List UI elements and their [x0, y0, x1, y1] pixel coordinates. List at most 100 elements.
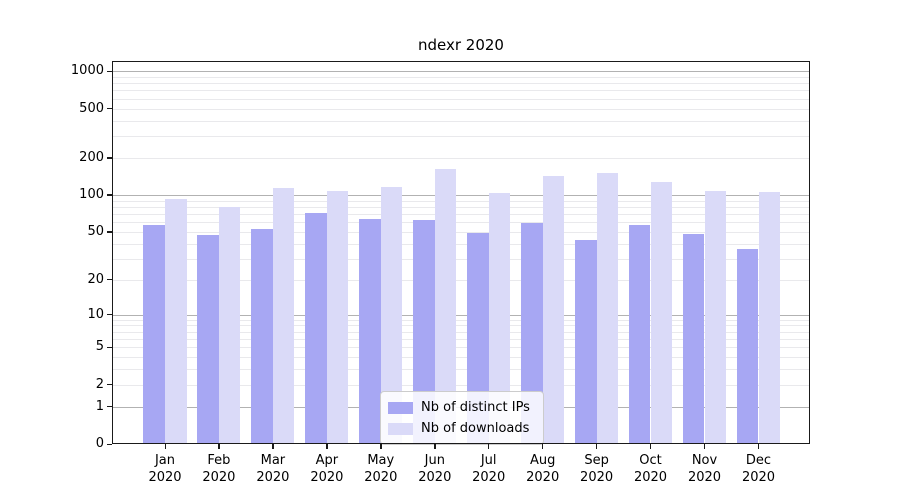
bar-downloads-oct: [650, 182, 673, 444]
x-tick-mark: [164, 444, 166, 449]
x-tick-label: Sep 2020: [580, 453, 614, 485]
y-tick-mark: [107, 231, 112, 233]
gridline-major: [113, 194, 809, 196]
gridline-minor: [113, 258, 809, 260]
x-tick-mark: [704, 444, 706, 449]
x-tick-mark: [758, 444, 760, 449]
y-tick-label: 0: [95, 436, 104, 451]
x-tick-label: Dec 2020: [741, 453, 776, 485]
gridline-minor: [113, 384, 809, 386]
gridline-minor: [113, 369, 809, 371]
x-tick-label: Jan 2020: [148, 453, 182, 485]
y-tick-mark: [107, 314, 112, 316]
y-tick-mark: [107, 384, 112, 386]
y-tick-label: 1000: [70, 63, 104, 79]
gridline-minor: [113, 136, 809, 137]
x-tick-mark: [488, 444, 490, 449]
bar-ips-apr: [305, 213, 327, 444]
gridline-minor: [113, 200, 809, 202]
y-tick-label: 100: [79, 186, 104, 202]
chart-title: ndexr 2020: [418, 36, 504, 54]
y-tick-mark: [107, 108, 112, 110]
gridline-minor: [113, 319, 809, 321]
gridline-minor: [113, 120, 809, 122]
x-tick-mark: [272, 444, 274, 449]
y-tick-label: 5: [95, 339, 104, 355]
gridline-minor: [113, 231, 809, 233]
gridline-minor: [113, 325, 809, 327]
y-tick-mark: [107, 346, 112, 349]
x-tick-label: Apr 2020: [310, 453, 344, 485]
y-tick-mark: [107, 157, 112, 159]
x-tick-mark: [434, 444, 436, 449]
gridline-minor: [113, 157, 809, 159]
x-tick-mark: [542, 444, 544, 449]
y-tick-mark: [107, 70, 112, 72]
y-tick-label: 50: [87, 223, 104, 239]
gridline-minor: [113, 347, 809, 349]
x-tick-mark: [596, 444, 598, 449]
bar-downloads-feb: [218, 206, 241, 444]
legend-swatch-distinct-ips: [388, 401, 413, 414]
legend-label-distinct-ips: Nb of distinct IPs: [421, 400, 530, 415]
bar-ips-aug: [521, 223, 543, 444]
legend: Nb of distinct IPs Nb of downloads: [380, 391, 544, 445]
bar-downloads-aug: [542, 175, 565, 444]
bar-downloads-jul: [488, 192, 511, 444]
x-tick-mark: [380, 444, 382, 449]
bar-ips-mar: [251, 228, 273, 444]
legend-entry-distinct-ips: Nb of distinct IPs: [388, 397, 535, 418]
x-tick-mark: [650, 444, 652, 449]
bar-downloads-dec: [758, 191, 781, 444]
bar-ips-oct: [628, 224, 651, 444]
x-tick-label: May 2020: [364, 453, 398, 485]
x-tick-mark: [326, 444, 328, 449]
legend-label-downloads: Nb of downloads: [421, 421, 530, 436]
x-tick-label: Mar 2020: [256, 453, 290, 485]
legend-entry-downloads: Nb of downloads: [388, 418, 535, 439]
x-tick-mark: [218, 444, 220, 449]
legend-swatch-downloads: [388, 422, 413, 435]
bar-ips-may: [359, 218, 381, 444]
y-tick-mark: [107, 194, 112, 196]
bar-ips-dec: [736, 249, 759, 444]
y-tick-mark: [107, 279, 112, 281]
y-tick-label: 20: [87, 271, 104, 287]
gridline-major: [113, 71, 809, 73]
bar-downloads-nov: [704, 190, 727, 444]
bar-downloads-sep: [596, 172, 619, 444]
gridline-minor: [113, 331, 809, 333]
bar-downloads-jan: [165, 199, 187, 444]
bar-downloads-jun: [434, 169, 457, 444]
x-tick-label: Jul 2020: [472, 453, 506, 485]
y-tick-mark: [107, 406, 112, 408]
gridline-major: [113, 314, 809, 316]
y-tick-mark: [107, 443, 112, 445]
gridline-minor: [113, 206, 809, 208]
x-tick-label: Nov 2020: [687, 453, 722, 485]
bar-ips-feb: [197, 235, 219, 444]
bar-ips-jun: [413, 219, 435, 444]
gridline-minor: [113, 279, 809, 281]
gridline-minor: [113, 339, 809, 340]
bar-downloads-mar: [272, 188, 295, 444]
y-tick-label: 1: [95, 398, 104, 414]
bar-ips-nov: [682, 233, 705, 444]
y-tick-label: 2: [95, 376, 104, 392]
gridline-minor: [113, 222, 809, 224]
y-tick-label: 500: [79, 100, 104, 116]
gridline-minor: [113, 357, 809, 359]
bar-ips-sep: [575, 239, 597, 444]
bar-downloads-may: [380, 187, 403, 444]
gridline-minor: [113, 90, 809, 92]
x-tick-label: Feb 2020: [202, 453, 236, 485]
gridline-minor: [113, 108, 809, 110]
x-tick-label: Jun 2020: [418, 453, 452, 485]
y-tick-label: 10: [87, 306, 104, 322]
gridline-minor: [113, 76, 809, 78]
gridline-minor: [113, 98, 809, 100]
y-tick-label: 200: [79, 149, 104, 165]
x-tick-label: Aug 2020: [526, 453, 560, 485]
